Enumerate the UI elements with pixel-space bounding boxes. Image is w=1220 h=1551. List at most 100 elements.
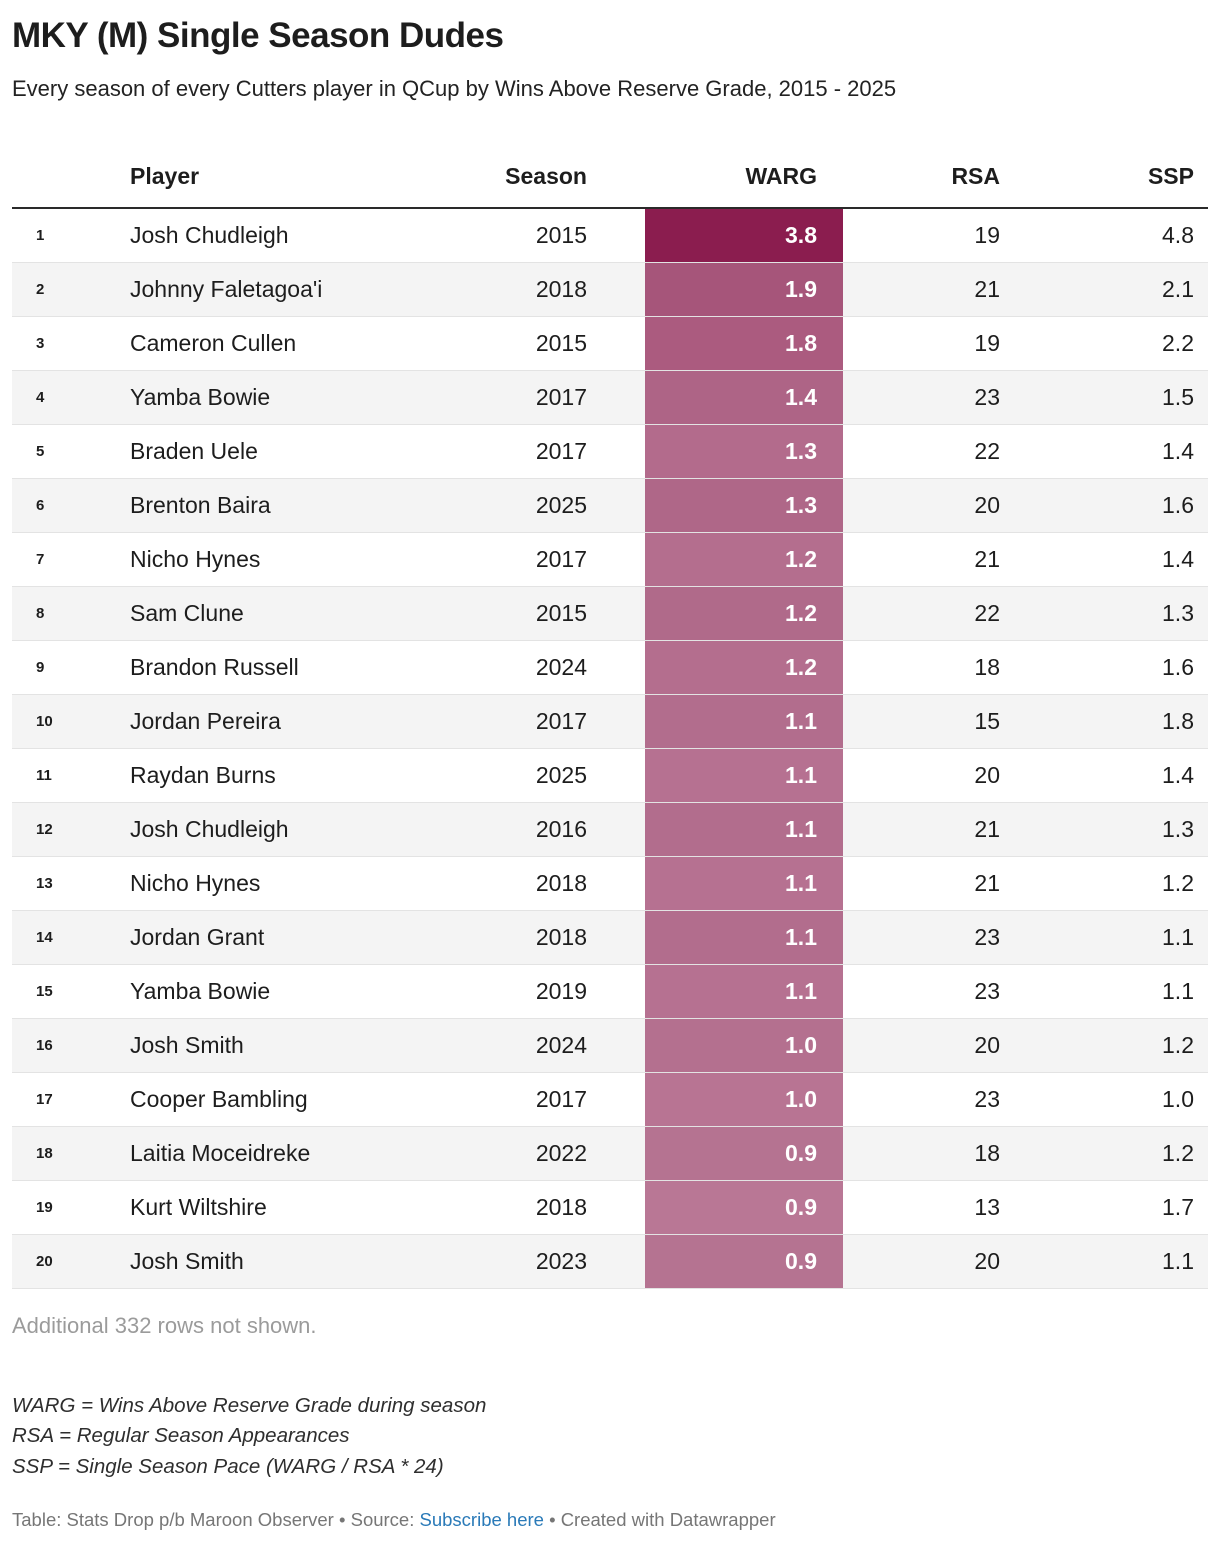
- season-cell: 2016: [485, 802, 645, 857]
- warg-cell: 3.8: [645, 208, 843, 263]
- page-subtitle: Every season of every Cutters player in …: [12, 76, 897, 101]
- rsa-cell: 20: [843, 478, 1018, 533]
- player-cell: Yamba Bowie: [97, 370, 485, 425]
- rsa-cell: 18: [843, 1126, 1018, 1181]
- player-cell: Nicho Hynes: [97, 532, 485, 587]
- player-cell: Josh Chudleigh: [97, 802, 485, 857]
- warg-cell: 1.1: [645, 856, 843, 911]
- ssp-cell: 1.8: [1018, 694, 1208, 749]
- table-row: 14 Jordan Grant 2018 1.1 23 1.1: [12, 910, 1208, 965]
- warg-cell: 0.9: [645, 1180, 843, 1235]
- warg-cell: 1.3: [645, 424, 843, 479]
- page-title: MKY (M) Single Season Dudes: [12, 16, 504, 55]
- ssp-cell: 1.6: [1018, 640, 1208, 695]
- table-row: 4 Yamba Bowie 2017 1.4 23 1.5: [12, 370, 1208, 425]
- rank-cell: 7: [12, 532, 97, 587]
- warg-cell: 1.1: [645, 802, 843, 857]
- ssp-cell: 1.3: [1018, 802, 1208, 857]
- table-row: 15 Yamba Bowie 2019 1.1 23 1.1: [12, 964, 1208, 1019]
- season-cell: 2015: [485, 586, 645, 641]
- table-row: 6 Brenton Baira 2025 1.3 20 1.6: [12, 478, 1208, 533]
- player-cell: Raydan Burns: [97, 748, 485, 803]
- column-header-player: Player: [97, 146, 485, 209]
- ssp-cell: 1.2: [1018, 856, 1208, 911]
- column-header-rank: [12, 146, 97, 209]
- rsa-cell: 19: [843, 208, 1018, 263]
- rank-cell: 12: [12, 802, 97, 857]
- credit-line: Table: Stats Drop p/b Maroon Observer • …: [12, 1509, 1208, 1531]
- rsa-cell: 13: [843, 1180, 1018, 1235]
- player-cell: Nicho Hynes: [97, 856, 485, 911]
- rank-cell: 5: [12, 424, 97, 479]
- rank-cell: 16: [12, 1018, 97, 1073]
- rank-cell: 2: [12, 262, 97, 317]
- player-cell: Yamba Bowie: [97, 964, 485, 1019]
- ssp-cell: 1.2: [1018, 1018, 1208, 1073]
- warg-cell: 1.1: [645, 748, 843, 803]
- warg-cell: 1.4: [645, 370, 843, 425]
- player-cell: Josh Chudleigh: [97, 208, 485, 263]
- warg-cell: 1.0: [645, 1072, 843, 1127]
- table-row: 3 Cameron Cullen 2015 1.8 19 2.2: [12, 316, 1208, 371]
- warg-cell: 1.8: [645, 316, 843, 371]
- player-cell: Sam Clune: [97, 586, 485, 641]
- warg-cell: 1.2: [645, 640, 843, 695]
- ssp-cell: 1.4: [1018, 424, 1208, 479]
- player-cell: Johnny Faletagoa'i: [97, 262, 485, 317]
- ssp-cell: 1.1: [1018, 910, 1208, 965]
- table-body: 1 Josh Chudleigh 2015 3.8 19 4.8 2 Johnny Falet…: [12, 208, 1208, 1289]
- footnotes: WARG = Wins Above Reserve Grade during s…: [12, 1391, 1208, 1483]
- player-cell: Brenton Baira: [97, 478, 485, 533]
- season-cell: 2017: [485, 694, 645, 749]
- ssp-cell: 1.1: [1018, 964, 1208, 1019]
- ssp-cell: 1.4: [1018, 748, 1208, 803]
- ssp-cell: 1.7: [1018, 1180, 1208, 1235]
- rsa-cell: 22: [843, 424, 1018, 479]
- source-link[interactable]: Subscribe here: [419, 1508, 544, 1530]
- rank-cell: 18: [12, 1126, 97, 1181]
- rsa-cell: 23: [843, 910, 1018, 965]
- ssp-cell: 1.1: [1018, 1234, 1208, 1289]
- rank-cell: 6: [12, 478, 97, 533]
- table-row: 13 Nicho Hynes 2018 1.1 21 1.2: [12, 856, 1208, 911]
- rsa-cell: 19: [843, 316, 1018, 371]
- rank-cell: 11: [12, 748, 97, 803]
- rsa-cell: 15: [843, 694, 1018, 749]
- season-cell: 2025: [485, 748, 645, 803]
- table-row: 5 Braden Uele 2017 1.3 22 1.4: [12, 424, 1208, 479]
- column-header-ssp: SSP: [1018, 146, 1208, 209]
- table-row: 18 Laitia Moceidreke 2022 0.9 18 1.2: [12, 1126, 1208, 1181]
- rank-cell: 20: [12, 1234, 97, 1289]
- season-cell: 2019: [485, 964, 645, 1019]
- warg-cell: 1.2: [645, 586, 843, 641]
- rsa-cell: 22: [843, 586, 1018, 641]
- rsa-cell: 21: [843, 262, 1018, 317]
- warg-cell: 0.9: [645, 1234, 843, 1289]
- warg-cell: 1.9: [645, 262, 843, 317]
- season-cell: 2018: [485, 262, 645, 317]
- table-row: 2 Johnny Faletagoa'i 2018 1.9 21 2.1: [12, 262, 1208, 317]
- table-row: 11 Raydan Burns 2025 1.1 20 1.4: [12, 748, 1208, 803]
- footnote-rsa: RSA = Regular Season Appearances: [12, 1424, 350, 1448]
- player-cell: Laitia Moceidreke: [97, 1126, 485, 1181]
- player-cell: Brandon Russell: [97, 640, 485, 695]
- rank-cell: 17: [12, 1072, 97, 1127]
- season-cell: 2018: [485, 910, 645, 965]
- table-row: 16 Josh Smith 2024 1.0 20 1.2: [12, 1018, 1208, 1073]
- ssp-cell: 1.2: [1018, 1126, 1208, 1181]
- rsa-cell: 20: [843, 1018, 1018, 1073]
- rsa-cell: 21: [843, 802, 1018, 857]
- rsa-cell: 23: [843, 1072, 1018, 1127]
- footnote-ssp: SSP = Single Season Pace (WARG / RSA * 2…: [12, 1455, 444, 1478]
- rsa-cell: 23: [843, 964, 1018, 1019]
- rsa-cell: 20: [843, 748, 1018, 803]
- season-cell: 2024: [485, 1018, 645, 1073]
- season-cell: 2022: [485, 1126, 645, 1181]
- rsa-cell: 21: [843, 532, 1018, 587]
- table-row: 17 Cooper Bambling 2017 1.0 23 1.0: [12, 1072, 1208, 1127]
- warg-cell: 1.3: [645, 478, 843, 533]
- warg-cell: 1.1: [645, 964, 843, 1019]
- table-row: 19 Kurt Wiltshire 2018 0.9 13 1.7: [12, 1180, 1208, 1235]
- warg-cell: 1.1: [645, 694, 843, 749]
